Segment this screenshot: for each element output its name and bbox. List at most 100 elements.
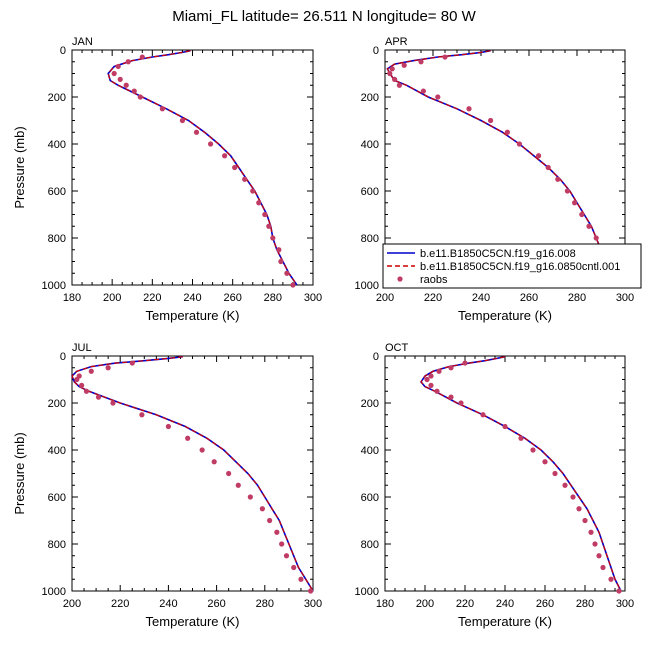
y-tick-label: 600 [361, 186, 379, 198]
raobs-point [111, 70, 117, 77]
legend-marker [397, 276, 403, 282]
y-tick-label: 800 [361, 233, 379, 245]
x-tick-label: 260 [223, 292, 241, 304]
y-tick-label: 0 [60, 45, 66, 57]
y-tick-label: 200 [361, 398, 379, 410]
y-tick-label: 200 [48, 92, 66, 104]
raobs-point [428, 373, 434, 379]
legend: b.e11.B1850C5CN.f19_g16.008b.e11.B1850C5… [382, 243, 642, 289]
series-line-008 [419, 355, 622, 592]
y-tick-label: 1000 [355, 280, 379, 292]
x-tick-label: 180 [63, 292, 81, 304]
raobs-point [298, 576, 304, 582]
x-tick-label: 200 [63, 598, 81, 610]
raobs-point [572, 200, 578, 206]
raobs-point [159, 106, 165, 112]
y-tick-label: 0 [60, 351, 66, 363]
raobs-point [401, 62, 407, 68]
y-tick-label: 800 [48, 539, 66, 551]
y-tick-label: 600 [48, 186, 66, 198]
panels: 180 200 220 240 260 280 300 0 200 400 600 800 1000 JA… [12, 36, 634, 629]
raobs-point [270, 235, 276, 241]
raobs-point [593, 235, 599, 241]
x-axis-label: Temperature (K) [458, 308, 552, 323]
x-tick-label: 240 [183, 292, 201, 304]
raobs-point [307, 588, 314, 594]
x-tick-label: 220 [424, 292, 442, 304]
x-tick-label: 220 [456, 598, 474, 610]
raobs-point [125, 59, 131, 65]
raobs-point [579, 211, 585, 218]
raobs-point [442, 54, 448, 60]
raobs-point [586, 223, 592, 229]
raobs-point [123, 82, 129, 88]
raobs-point [115, 63, 121, 70]
legend-box [382, 243, 642, 289]
raobs-point [131, 88, 137, 94]
raobs-point [199, 447, 205, 453]
figure-title: Miami_FL latitude= 26.511 N longitude= 8… [172, 8, 476, 25]
raobs-point [582, 517, 588, 524]
series-line-008 [71, 355, 314, 592]
raobs-point [424, 376, 430, 383]
raobs-point [396, 82, 402, 88]
series-line-cntl [107, 50, 298, 286]
raobs-point [462, 360, 468, 366]
panel-label: APR [385, 36, 408, 48]
raobs-point [387, 70, 393, 77]
raobs-point [436, 368, 442, 374]
raobs-point [165, 423, 171, 430]
x-tick-label: 200 [416, 598, 434, 610]
x-tick-label: 280 [568, 292, 586, 304]
raobs-point [259, 506, 265, 512]
raobs-point [110, 400, 116, 406]
x-tick-label: 280 [264, 292, 282, 304]
y-tick-label: 0 [373, 45, 379, 57]
raobs-point [502, 423, 508, 430]
y-tick-label: 800 [48, 233, 66, 245]
legend-label: b.e11.B1850C5CN.f19_g16.0850cntl.001 [420, 261, 620, 273]
x-tick-label: 240 [472, 292, 490, 304]
raobs-point [616, 588, 622, 594]
raobs-point [88, 368, 94, 374]
raobs-point [284, 270, 290, 276]
raobs-point [518, 435, 524, 441]
raobs-point [434, 388, 440, 394]
raobs-point [592, 541, 598, 547]
raobs-point [564, 188, 571, 194]
raobs-point [179, 117, 186, 124]
raobs-point [267, 517, 273, 524]
y-tick-label: 0 [373, 351, 379, 363]
raobs-point [279, 541, 285, 547]
y-tick-label: 1000 [42, 280, 66, 292]
raobs-point [448, 365, 454, 371]
plot-frame [71, 355, 314, 592]
y-tick-label: 1000 [42, 586, 66, 598]
x-tick-label: 300 [616, 598, 634, 610]
raobs-point [283, 553, 290, 559]
raobs-point [530, 447, 536, 453]
x-tick-label: 220 [111, 598, 129, 610]
raobs-point [79, 382, 85, 388]
raobs-point [448, 394, 454, 400]
panel-jan: 180 200 220 240 260 280 300 0 200 400 600 800 1000 JA… [12, 36, 322, 323]
x-tick-label: 260 [207, 598, 225, 610]
series-line-008 [107, 49, 298, 286]
raobs-point [480, 412, 486, 418]
raobs-point [504, 129, 510, 135]
raobs-point [185, 435, 191, 441]
y-axis-label: Pressure (mb) [12, 432, 27, 514]
series-raobs [74, 360, 314, 594]
raobs-point [488, 117, 494, 124]
y-tick-label: 400 [48, 445, 66, 457]
raobs-point [290, 282, 296, 288]
raobs-point [242, 176, 248, 182]
raobs-point [596, 553, 602, 559]
raobs-point [276, 247, 282, 253]
raobs-point [608, 576, 614, 582]
x-axis-label: Temperature (K) [146, 308, 240, 323]
x-tick-label: 180 [376, 598, 394, 610]
raobs-point [392, 76, 398, 82]
x-tick-label: 260 [520, 292, 538, 304]
legend-entry: b.e11.B1850C5CN.f19_g16.008 [387, 248, 576, 260]
